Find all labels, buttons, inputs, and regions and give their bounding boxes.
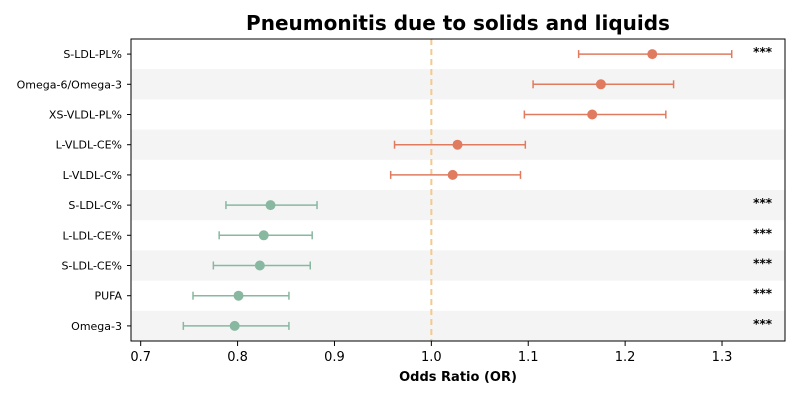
chart-marks <box>182 49 733 331</box>
chart-title: Pneumonitis due to solids and liquids <box>246 11 670 35</box>
forest-row <box>192 290 290 301</box>
or-point <box>647 49 658 60</box>
y-tick-label: S-LDL-PL% <box>63 48 122 61</box>
significance-label: *** <box>753 226 773 240</box>
y-tick-labels: S-LDL-PL% Omega-6/Omega-3 XS-VLDL-PL% L-VLD… <box>17 48 131 333</box>
or-point <box>447 169 458 180</box>
forest-row <box>393 139 527 150</box>
y-tick-label: XS-VLDL-PL% <box>49 109 122 122</box>
x-tick-label: 0.8 <box>227 350 248 365</box>
x-axis-label: Odds Ratio (OR) <box>399 370 517 385</box>
forest-row <box>212 260 311 271</box>
y-tick-label: Omega-3 <box>71 320 122 333</box>
forest-row <box>523 109 667 120</box>
x-tick-label: 1.2 <box>615 350 636 365</box>
or-point <box>452 139 463 150</box>
forest-row <box>218 230 313 241</box>
or-point <box>233 290 244 301</box>
significance-label: *** <box>753 317 773 331</box>
y-tick-label: L-LDL-CE% <box>63 229 123 242</box>
x-tick-label: 0.9 <box>324 350 345 365</box>
forest-row <box>182 320 290 331</box>
y-tick-label: PUFA <box>94 290 122 303</box>
x-tick-label: 1.3 <box>712 350 733 365</box>
y-tick-label: L-VLDL-C% <box>63 169 122 182</box>
forest-row <box>532 79 675 90</box>
or-point <box>265 200 276 211</box>
significance-label: *** <box>753 45 773 59</box>
y-tick-label: L-VLDL-CE% <box>56 139 122 152</box>
y-tick-label: S-LDL-CE% <box>61 260 122 273</box>
or-point <box>258 230 269 241</box>
significance-labels: *** *** *** *** *** *** <box>753 45 773 331</box>
y-tick-label: Omega-6/Omega-3 <box>17 78 122 91</box>
or-point <box>229 320 240 331</box>
or-point <box>587 109 598 120</box>
y-tick-label: S-LDL-C% <box>68 199 122 212</box>
or-point <box>595 79 606 90</box>
x-tick-label: 0.7 <box>130 350 151 365</box>
forest-row <box>577 49 733 60</box>
x-axis-ticks: 0.7 0.8 0.9 1.0 1.1 1.2 1.3 <box>130 341 732 365</box>
significance-label: *** <box>753 287 773 301</box>
plot-frame <box>130 38 786 342</box>
significance-label: *** <box>753 196 773 210</box>
or-point <box>254 260 265 271</box>
x-tick-label: 1.0 <box>421 350 442 365</box>
forest-row <box>225 200 318 211</box>
row-band <box>131 69 785 100</box>
forest-row <box>389 169 522 180</box>
x-tick-label: 1.1 <box>518 350 539 365</box>
significance-label: *** <box>753 257 773 271</box>
